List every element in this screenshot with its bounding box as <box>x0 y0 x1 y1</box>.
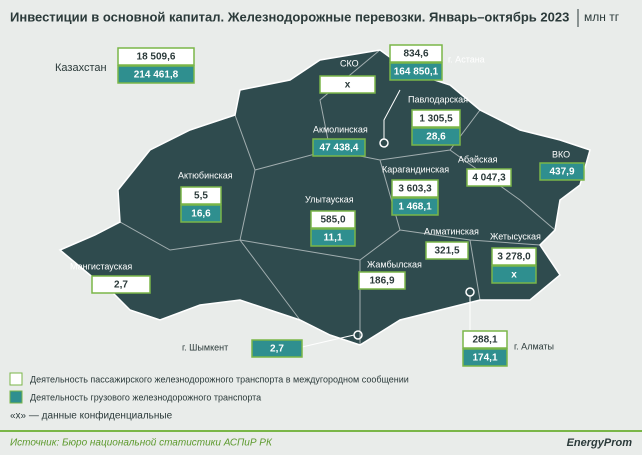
region-name: Акмолинская <box>313 124 368 134</box>
passenger-box <box>389 44 443 63</box>
passenger-value: 834,6 <box>403 49 428 60</box>
freight-value: 437,9 <box>549 167 574 178</box>
passenger-value: 2,7 <box>114 280 128 291</box>
passenger-value: 321,5 <box>434 246 459 257</box>
passenger-value: 3 603,3 <box>398 184 432 195</box>
freight-box <box>389 62 443 81</box>
freight-value: 47 438,4 <box>320 143 359 154</box>
region-name: Абайская <box>458 154 498 164</box>
passenger-box <box>411 109 461 128</box>
region-name: Карагандинская <box>382 164 449 174</box>
freight-value: х <box>511 270 517 281</box>
passenger-box <box>117 47 195 66</box>
passenger-box <box>310 210 356 229</box>
passenger-box <box>466 168 512 187</box>
passenger-value: 4 047,3 <box>472 173 506 184</box>
freight-value: 16,6 <box>191 209 211 220</box>
freight-box <box>180 204 222 223</box>
passenger-box <box>358 271 406 290</box>
note: «х» — данные конфиденциальные <box>10 410 173 422</box>
freight-value: 11,1 <box>324 233 343 244</box>
passenger-value: 18 509,6 <box>137 52 176 63</box>
passenger-box <box>391 179 439 198</box>
title: Инвестиции в основной капитал. Железнодо… <box>10 9 569 24</box>
freight-value: 28,6 <box>426 132 446 143</box>
region-name: Жетысуская <box>490 231 541 241</box>
source: Источник: Бюро национальной статистики А… <box>10 438 273 449</box>
region-name: г. Алматы <box>514 341 554 351</box>
region-name: Мангистауская <box>70 261 132 271</box>
passenger-value: 5,5 <box>194 191 208 202</box>
passenger-box <box>180 186 222 205</box>
passenger-value: 1 305,5 <box>419 114 453 125</box>
passenger-value: х <box>345 80 351 91</box>
region-name: Павлодарская <box>408 94 468 104</box>
region-name: Улытауская <box>305 194 354 204</box>
passenger-value: 3 278,0 <box>497 252 531 263</box>
freight-box <box>310 228 356 247</box>
freight-box <box>117 65 195 84</box>
passenger-box <box>462 330 508 349</box>
freight-value: 174,1 <box>472 353 497 364</box>
legend-swatch <box>9 372 23 386</box>
freight-box <box>491 265 537 284</box>
region-name: г. Шымкент <box>182 342 228 352</box>
brand: EnergyProm <box>567 437 633 449</box>
freight-box <box>411 127 461 146</box>
legend-label: Деятельность грузового железнодорожного … <box>30 392 261 402</box>
passenger-box <box>319 75 376 94</box>
region-name: Жамбылская <box>367 259 422 269</box>
legend-label: Деятельность пассажирского железнодорожн… <box>30 374 409 384</box>
region-name: ВКО <box>552 149 570 159</box>
passenger-box <box>425 241 469 260</box>
freight-value: 164 850,1 <box>394 67 439 78</box>
passenger-value: 288,1 <box>472 335 497 346</box>
freight-box <box>539 162 585 181</box>
region-name: СКО <box>340 58 359 68</box>
passenger-value: 186,9 <box>369 276 394 287</box>
freight-value: 2,7 <box>270 344 284 355</box>
region-name: г. Астана <box>448 54 485 64</box>
freight-box <box>312 138 366 157</box>
freight-value: 214 461,8 <box>134 70 179 81</box>
legend-swatch <box>9 390 23 404</box>
region-name: Алматинская <box>424 226 479 236</box>
freight-box <box>462 348 508 367</box>
freight-value: 1 468,1 <box>398 202 432 213</box>
freight-box <box>251 339 303 358</box>
passenger-value: 585,0 <box>320 215 345 226</box>
region-name: Актюбинская <box>178 170 233 180</box>
passenger-box <box>491 247 537 266</box>
passenger-box <box>91 275 151 294</box>
unit: млн тг <box>584 10 620 24</box>
region-name: Казахстан <box>55 62 107 74</box>
freight-box <box>391 197 439 216</box>
